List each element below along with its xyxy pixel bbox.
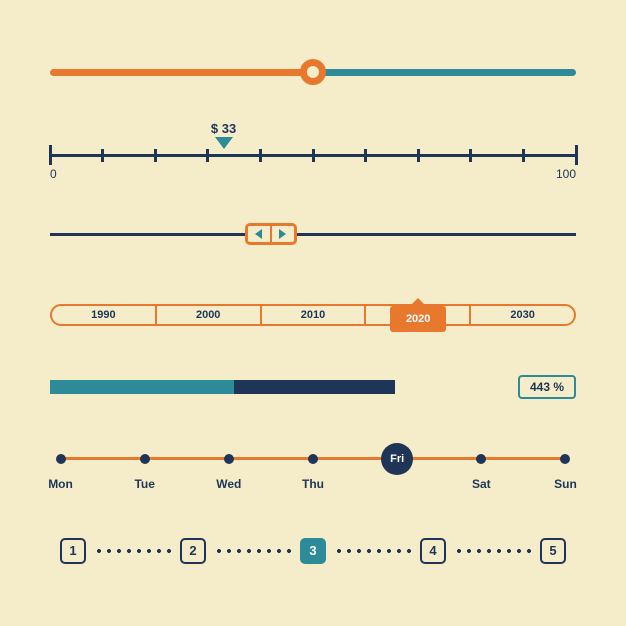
year-segment[interactable]: 1990: [52, 306, 157, 324]
day-label: Sat: [472, 477, 491, 491]
arrow-slider-track: [50, 233, 576, 236]
day-label: Mon: [48, 477, 73, 491]
year-marker-label: 2020: [390, 306, 446, 332]
ruler-tick: [101, 149, 104, 162]
arrow-slider-handle[interactable]: [245, 223, 297, 245]
slider-ring-handle[interactable]: [300, 59, 326, 85]
page-dots: [214, 549, 292, 553]
ruler-tick: [417, 149, 420, 162]
day-label: Thu: [302, 477, 324, 491]
slider-fill-left: [50, 69, 313, 76]
year-pill-track: 199020002010 2030: [50, 304, 576, 326]
year-marker[interactable]: 2020: [390, 298, 446, 332]
day-dot[interactable]: [56, 454, 66, 464]
ruler-slider[interactable]: $ 33 0 100: [50, 127, 576, 177]
ruler-value-label: $ 33: [211, 121, 236, 136]
ruler-max-label: 100: [556, 167, 576, 181]
ruler-min-label: 0: [50, 167, 57, 181]
year-segment[interactable]: 2010: [262, 306, 367, 324]
dual-color-slider[interactable]: [50, 60, 576, 84]
day-label: Sun: [554, 477, 577, 491]
page-dots: [454, 549, 532, 553]
arrow-box-slider[interactable]: [50, 221, 576, 249]
page-button[interactable]: 5: [540, 538, 566, 564]
day-label: Tue: [134, 477, 154, 491]
page-dots: [94, 549, 172, 553]
day-slider[interactable]: Mon Tue Wed Thu Fri Sat Sun: [50, 443, 576, 493]
progress-value-badge: 443 %: [518, 375, 576, 399]
ruler-tick: [522, 149, 525, 162]
ruler-tick: [49, 145, 52, 165]
arrow-right-icon[interactable]: [279, 229, 286, 239]
ruler-tick: [259, 149, 262, 162]
page-dots: [334, 549, 412, 553]
day-dot[interactable]: [308, 454, 318, 464]
slider-fill-right: [313, 69, 576, 76]
page-button[interactable]: 1: [60, 538, 86, 564]
arrow-left-icon[interactable]: [255, 229, 262, 239]
year-segment[interactable]: 2030: [471, 306, 574, 324]
ruler-tick: [154, 149, 157, 162]
day-label: Wed: [216, 477, 241, 491]
day-active-marker[interactable]: Fri: [381, 443, 413, 475]
ruler-tick: [364, 149, 367, 162]
year-slider[interactable]: 199020002010 2030 2020: [50, 292, 576, 332]
day-dot[interactable]: [140, 454, 150, 464]
ruler-tick: [575, 145, 578, 165]
ruler-tick: [312, 149, 315, 162]
day-dot[interactable]: [224, 454, 234, 464]
ruler-pointer-icon[interactable]: [215, 137, 233, 149]
pagination[interactable]: 1 2 3 4 5: [50, 536, 576, 566]
progress-fill-primary: [50, 380, 234, 394]
page-button[interactable]: 4: [420, 538, 446, 564]
progress-bar: 443 %: [50, 375, 576, 399]
progress-fill-secondary: [234, 380, 395, 394]
page-button[interactable]: 3: [300, 538, 326, 564]
progress-track: [50, 380, 510, 394]
ruler-tick: [469, 149, 472, 162]
year-segment[interactable]: 2000: [157, 306, 262, 324]
day-dot[interactable]: [560, 454, 570, 464]
ruler-tick: [206, 149, 209, 162]
page-button[interactable]: 2: [180, 538, 206, 564]
day-dot[interactable]: [476, 454, 486, 464]
